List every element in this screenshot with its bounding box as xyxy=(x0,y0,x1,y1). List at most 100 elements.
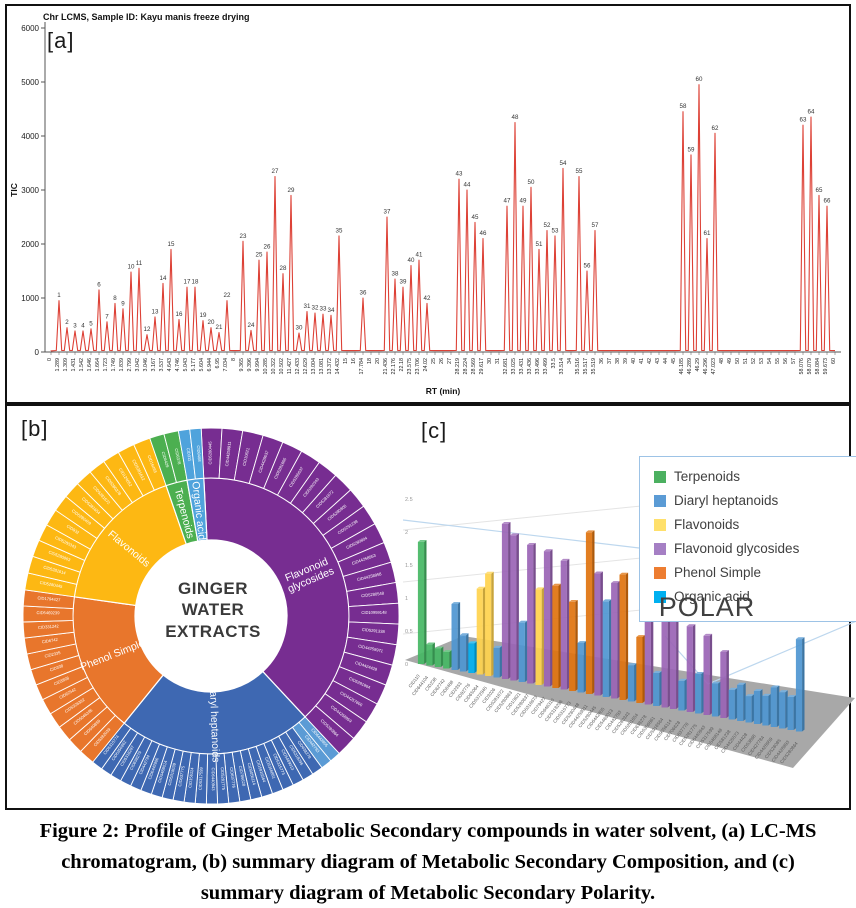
bar-CID5469013 xyxy=(611,581,620,698)
svg-text:47: 47 xyxy=(504,198,511,205)
svg-text:2.799: 2.799 xyxy=(127,358,133,372)
svg-text:2.5: 2.5 xyxy=(405,497,413,503)
svg-text:4.643: 4.643 xyxy=(167,358,173,372)
svg-text:9.396: 9.396 xyxy=(247,358,253,372)
svg-text:CID6440943: CID6440943 xyxy=(211,767,216,791)
svg-text:29: 29 xyxy=(288,187,295,194)
svg-text:55: 55 xyxy=(775,358,781,364)
svg-text:59.673: 59.673 xyxy=(823,358,829,375)
figure-caption: Figure 2: Profile of Ginger Metabolic Se… xyxy=(0,816,856,908)
svg-text:40: 40 xyxy=(408,257,415,264)
svg-text:5000: 5000 xyxy=(21,78,39,87)
bar-CID4428893 xyxy=(788,695,797,730)
bar-CID92776 xyxy=(468,641,477,673)
svg-text:2: 2 xyxy=(405,530,408,536)
legend-label: Terpenoids xyxy=(674,469,740,484)
svg-text:10.502: 10.502 xyxy=(279,358,285,375)
svg-text:3.046: 3.046 xyxy=(143,358,149,372)
legend-label: Flavonoids xyxy=(674,517,739,532)
svg-text:50: 50 xyxy=(528,179,535,186)
bar-CID5356861 xyxy=(653,671,662,706)
svg-text:39: 39 xyxy=(400,279,407,286)
bar-CID5280637 xyxy=(527,543,536,684)
bar-CID6442805 xyxy=(603,599,612,697)
svg-text:16: 16 xyxy=(176,311,183,318)
svg-text:18: 18 xyxy=(192,279,199,286)
bar-CID6440943 xyxy=(704,634,713,715)
svg-text:CID5280445: CID5280445 xyxy=(207,441,212,465)
svg-text:2: 2 xyxy=(65,319,69,326)
svg-text:10.322: 10.322 xyxy=(271,358,277,375)
bar-CID5281654 xyxy=(636,635,645,703)
svg-text:25: 25 xyxy=(431,358,437,364)
svg-text:30: 30 xyxy=(487,358,493,364)
svg-text:48: 48 xyxy=(512,114,519,121)
svg-text:1: 1 xyxy=(405,596,408,602)
svg-text:14.432: 14.432 xyxy=(335,358,341,375)
svg-text:25: 25 xyxy=(256,252,263,259)
svg-text:21.436: 21.436 xyxy=(383,358,389,375)
legend-swatch-icon xyxy=(654,471,666,483)
svg-text:1.309: 1.309 xyxy=(63,358,69,372)
svg-text:29.617: 29.617 xyxy=(479,358,485,375)
svg-text:14: 14 xyxy=(160,275,167,282)
svg-text:53: 53 xyxy=(552,227,559,234)
caption-line-3: summary diagram of Metabolic Secondary P… xyxy=(0,878,856,908)
svg-text:32.681: 32.681 xyxy=(503,358,509,375)
bar-CID637776 xyxy=(687,624,696,712)
svg-text:10.285: 10.285 xyxy=(263,358,269,375)
svg-text:52: 52 xyxy=(544,222,551,229)
caption-line-2: chromatogram, (b) summary diagram of Met… xyxy=(0,847,856,878)
svg-text:26: 26 xyxy=(439,358,445,364)
bar-CID5280863 xyxy=(510,533,519,680)
svg-text:54: 54 xyxy=(767,358,773,364)
bar-CID646310 xyxy=(552,584,561,688)
center-line-3: EXTRACTS xyxy=(131,621,295,642)
svg-text:36: 36 xyxy=(360,290,367,297)
svg-text:3.042: 3.042 xyxy=(135,358,141,372)
svg-text:22.176: 22.176 xyxy=(391,358,397,375)
svg-text:49: 49 xyxy=(520,198,527,205)
svg-text:33.431: 33.431 xyxy=(519,358,525,375)
svg-text:58.084: 58.084 xyxy=(815,358,821,375)
svg-text:41: 41 xyxy=(416,252,423,259)
svg-text:10: 10 xyxy=(128,264,135,271)
svg-text:40: 40 xyxy=(631,358,637,364)
svg-text:17: 17 xyxy=(184,279,191,286)
bar-CID4428959 xyxy=(771,686,780,728)
svg-text:57: 57 xyxy=(791,358,797,364)
svg-text:12.433: 12.433 xyxy=(295,358,301,375)
svg-text:13.372: 13.372 xyxy=(327,358,333,375)
svg-text:26: 26 xyxy=(264,244,271,251)
bar-CID5372945 xyxy=(485,572,494,676)
svg-text:24: 24 xyxy=(248,322,255,329)
svg-text:3000: 3000 xyxy=(21,186,39,195)
svg-text:53: 53 xyxy=(759,358,765,364)
bar-CID5280445 xyxy=(594,572,603,696)
bar-CID5315773 xyxy=(569,600,578,691)
svg-text:17.784: 17.784 xyxy=(359,358,365,375)
legend-label: Diaryl heptanoids xyxy=(674,493,778,508)
legend-item-phenol-simple: Phenol Simple xyxy=(654,565,854,580)
svg-text:6: 6 xyxy=(97,281,101,288)
svg-text:27: 27 xyxy=(272,168,279,175)
legend-item-flavonoid-glycosides: Flavonoid glycosides xyxy=(654,541,854,556)
bar-CID581238 xyxy=(729,688,738,720)
svg-text:0: 0 xyxy=(35,348,40,357)
svg-text:56: 56 xyxy=(783,358,789,364)
svg-text:1000: 1000 xyxy=(21,294,39,303)
legend-swatch-icon xyxy=(654,495,666,507)
bar-CID62742 xyxy=(443,650,452,668)
svg-text:42: 42 xyxy=(424,295,431,302)
bar-CID79427 xyxy=(544,549,553,686)
legend-item-diaryl-heptanoids: Diaryl heptanoids xyxy=(654,493,854,508)
bar-CID5281775 xyxy=(695,672,704,714)
legend-swatch-icon xyxy=(654,567,666,579)
svg-text:46.29: 46.29 xyxy=(695,358,701,372)
svg-text:7: 7 xyxy=(105,313,109,320)
legend-swatch-icon xyxy=(654,519,666,531)
bar-CID5281672 xyxy=(502,522,511,679)
svg-text:59: 59 xyxy=(688,146,695,153)
svg-text:5: 5 xyxy=(89,320,93,327)
svg-text:27: 27 xyxy=(447,358,453,364)
